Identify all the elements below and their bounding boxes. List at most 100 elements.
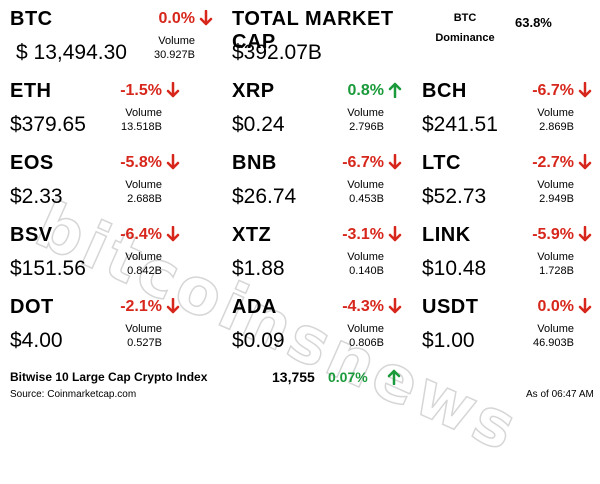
arrow-down-icon <box>388 226 402 242</box>
coin-volume: 2.869B <box>539 121 574 133</box>
coin-price: $10.48 <box>422 257 487 280</box>
coin-symbol: DOT <box>10 296 54 318</box>
btc-dominance-cell: BTC Dominance 63.8% <box>420 10 590 50</box>
coin-cell-bsv: BSV -6.4% $151.56 Volume 0.842B <box>10 224 180 286</box>
coin-volume: 2.796B <box>349 121 384 133</box>
coin-change: 0.0% <box>537 298 574 315</box>
coin-volume-label: Volume <box>347 179 384 191</box>
index-name: Bitwise 10 Large Cap Crypto Index <box>10 370 208 384</box>
total-market-cap-value: $392.07B <box>232 41 322 64</box>
coin-price: $241.51 <box>422 113 498 136</box>
coin-cell-ada: ADA -4.3% $0.09 Volume 0.806B <box>232 296 402 358</box>
coin-volume-label: Volume <box>347 323 384 335</box>
source-text: Source: Coinmarketcap.com <box>10 389 137 400</box>
coin-volume-label: Volume <box>125 107 162 119</box>
coin-price: $0.24 <box>232 113 285 136</box>
coin-price: $379.65 <box>10 113 86 136</box>
coin-price: $1.88 <box>232 257 285 280</box>
coin-volume-label: Volume <box>537 107 574 119</box>
coin-volume-label: Volume <box>537 251 574 263</box>
coin-change: -6.7% <box>342 154 384 171</box>
coin-change: -5.8% <box>120 154 162 171</box>
arrow-up-icon <box>387 369 401 385</box>
coin-change: 0.8% <box>347 82 384 99</box>
btc-dominance-label-2: Dominance <box>435 32 495 44</box>
coin-volume: 2.688B <box>127 193 162 205</box>
arrow-down-icon <box>578 154 592 170</box>
coin-volume-label: Volume <box>125 323 162 335</box>
coin-volume-label: Volume <box>125 251 162 263</box>
arrow-down-icon <box>578 226 592 242</box>
coin-change: -6.4% <box>120 226 162 243</box>
coin-cell-bch: BCH -6.7% $241.51 Volume 2.869B <box>422 80 592 142</box>
coin-price: $2.33 <box>10 185 63 208</box>
coin-volume-label: Volume <box>125 179 162 191</box>
btc-dominance-label: BTC <box>453 12 477 24</box>
coin-cell-bnb: BNB -6.7% $26.74 Volume 0.453B <box>232 152 402 214</box>
coin-volume-label: Volume <box>347 107 384 119</box>
coin-symbol: BCH <box>422 80 467 102</box>
btc-price: $ 13,494.30 <box>16 41 127 64</box>
total-market-cap-title: TOTAL MARKET CAP <box>232 8 394 53</box>
coin-cell-eos: EOS -5.8% $2.33 Volume 2.688B <box>10 152 180 214</box>
arrow-down-icon <box>578 82 592 98</box>
coin-change: -2.1% <box>120 298 162 315</box>
coin-cell-xtz: XTZ -3.1% $1.88 Volume 0.140B <box>232 224 402 286</box>
arrow-up-icon <box>388 82 402 98</box>
index-change: 0.07% <box>328 369 368 385</box>
btc-symbol: BTC <box>10 8 53 30</box>
coin-volume: 0.140B <box>349 265 384 277</box>
coin-change: -4.3% <box>342 298 384 315</box>
coin-volume: 2.949B <box>539 193 574 205</box>
coin-change: -2.7% <box>532 154 574 171</box>
coin-price: $52.73 <box>422 185 487 208</box>
coin-cell-usdt: USDT 0.0% $1.00 Volume 46.903B <box>422 296 592 358</box>
arrow-down-icon <box>199 10 213 26</box>
coin-symbol: LTC <box>422 152 461 174</box>
arrow-down-icon <box>578 298 592 314</box>
btc-cell: BTC 0.0% $ 13,494.30 Volume 30.927B <box>10 8 213 64</box>
coin-price: $26.74 <box>232 185 297 208</box>
coin-price: $1.00 <box>422 329 475 352</box>
arrow-down-icon <box>388 154 402 170</box>
coin-volume: 0.842B <box>127 265 162 277</box>
coin-volume-label: Volume <box>347 251 384 263</box>
coin-cell-link: LINK -5.9% $10.48 Volume 1.728B <box>422 224 592 286</box>
btc-dominance-value: 63.8% <box>515 15 552 30</box>
coin-change: -1.5% <box>120 82 162 99</box>
coin-symbol: BSV <box>10 224 53 246</box>
arrow-down-icon <box>166 226 180 242</box>
btc-volume: 30.927B <box>154 49 195 61</box>
coin-price: $151.56 <box>10 257 86 280</box>
arrow-down-icon <box>166 82 180 98</box>
coin-symbol: ETH <box>10 80 52 102</box>
coin-volume: 13.518B <box>121 121 162 133</box>
coin-volume: 0.806B <box>349 337 384 349</box>
coin-cell-xrp: XRP 0.8% $0.24 Volume 2.796B <box>232 80 402 142</box>
coin-volume: 46.903B <box>533 337 574 349</box>
coin-cell-dot: DOT -2.1% $4.00 Volume 0.527B <box>10 296 180 358</box>
coin-symbol: BNB <box>232 152 277 174</box>
arrow-down-icon <box>166 298 180 314</box>
coin-symbol: ADA <box>232 296 277 318</box>
coin-symbol: XTZ <box>232 224 272 246</box>
btc-change: 0.0% <box>158 10 195 27</box>
coin-change: -3.1% <box>342 226 384 243</box>
coin-symbol: EOS <box>10 152 54 174</box>
coin-change: -6.7% <box>532 82 574 99</box>
coin-volume-label: Volume <box>537 323 574 335</box>
btc-volume-label: Volume <box>158 35 195 47</box>
coin-cell-ltc: LTC -2.7% $52.73 Volume 2.949B <box>422 152 592 214</box>
arrow-down-icon <box>388 298 402 314</box>
coin-volume: 0.453B <box>349 193 384 205</box>
coin-volume: 0.527B <box>127 337 162 349</box>
total-market-cap-cell: TOTAL MARKET CAP $392.07B <box>232 8 432 64</box>
coin-change: -5.9% <box>532 226 574 243</box>
index-value: 13,755 <box>272 369 315 385</box>
coin-symbol: XRP <box>232 80 275 102</box>
coin-price: $4.00 <box>10 329 63 352</box>
coin-price: $0.09 <box>232 329 285 352</box>
coin-volume-label: Volume <box>537 179 574 191</box>
coin-symbol: USDT <box>422 296 479 318</box>
coin-volume: 1.728B <box>539 265 574 277</box>
